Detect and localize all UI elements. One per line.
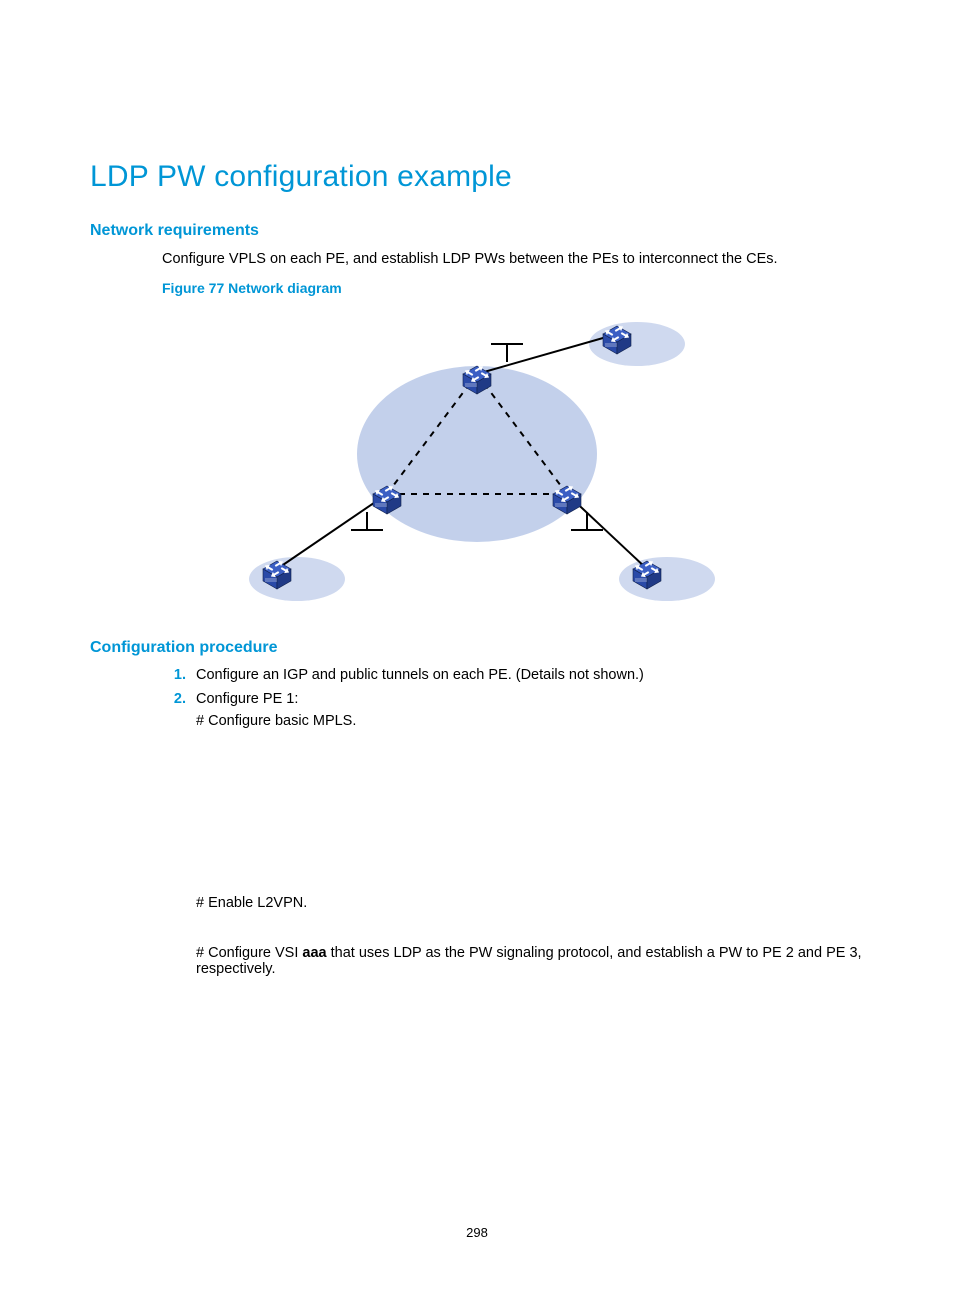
figure-caption: Figure 77 Network diagram [162,280,864,296]
page-number: 298 [0,1225,954,1240]
heading-network-requirements: Network requirements [90,222,864,240]
heading-config-procedure: Configuration procedure [90,639,864,657]
req-intro: Configure VPLS on each PE, and establish… [162,250,864,270]
step-1-text: Configure an IGP and public tunnels on e… [196,667,644,683]
step-2c-pre: # Configure VSI [196,945,302,961]
step-2: Configure PE 1: # Configure basic MPLS. … [190,691,864,977]
step-2b: # Enable L2VPN. [196,895,864,911]
step-1: Configure an IGP and public tunnels on e… [190,667,864,683]
step-2-text: Configure PE 1: [196,691,298,707]
network-diagram [217,304,737,609]
step-2c-bold: aaa [302,945,326,961]
step-2a: # Configure basic MPLS. [196,713,864,729]
procedure-list: Configure an IGP and public tunnels on e… [162,667,864,977]
page-title: LDP PW configuration example [90,160,864,194]
step-2c: # Configure VSI aaa that uses LDP as the… [196,945,864,977]
